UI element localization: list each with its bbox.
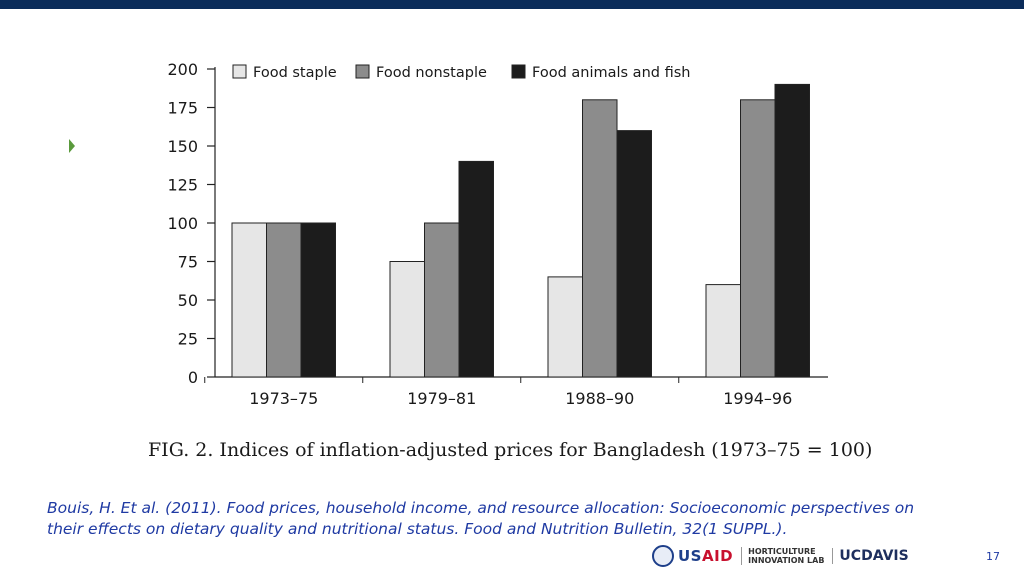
legend-label: Food staple: [253, 65, 337, 81]
y-tick-label: 100: [167, 214, 198, 233]
bar: [424, 222, 460, 378]
bar: [547, 276, 583, 378]
y-tick-label: 150: [167, 137, 198, 156]
y-tick-label: 50: [178, 291, 198, 310]
y-tick-label: 175: [167, 99, 198, 118]
x-tick-label: 1973–75: [249, 389, 318, 408]
usaid-logo: USAID: [652, 545, 733, 567]
x-tick-label: 1979–81: [407, 389, 476, 408]
legend-swatch: [355, 64, 370, 79]
page-number: 17: [986, 550, 1000, 563]
y-tick-label: 200: [167, 60, 198, 79]
figure-caption: FIG. 2. Indices of inflation-adjusted pr…: [148, 439, 873, 461]
bullet-arrow-icon: [69, 139, 75, 153]
x-tick-label: 1988–90: [565, 389, 634, 408]
legend-label: Food nonstaple: [376, 65, 487, 81]
bar: [300, 222, 336, 378]
usaid-seal-icon: [652, 545, 674, 567]
bar: [740, 99, 776, 378]
y-tick-label: 75: [178, 253, 198, 272]
y-tick-label: 0: [188, 368, 198, 387]
bar: [266, 222, 302, 378]
bar: [616, 130, 652, 378]
footer-logos: USAID HORTICULTURE INNOVATION LAB UCDAVI…: [652, 543, 909, 569]
top-banner-bar: [0, 0, 1024, 9]
legend-swatch: [511, 64, 526, 79]
citation-text: Bouis, H. Et al. (2011). Food prices, ho…: [47, 499, 915, 538]
bar: [582, 99, 618, 378]
bar: [774, 83, 810, 378]
x-tick-label: 1994–96: [723, 389, 792, 408]
usaid-wordmark: USAID: [678, 547, 734, 565]
bar: [389, 261, 425, 378]
bar: [458, 160, 494, 378]
bar: [231, 222, 267, 378]
ucdavis-logo: UCDAVIS: [832, 548, 909, 564]
y-tick-label: 25: [178, 330, 198, 349]
y-tick-label: 125: [167, 176, 198, 195]
bar: [705, 284, 741, 378]
horticulture-lab-logo: HORTICULTURE INNOVATION LAB: [741, 547, 824, 565]
legend-label: Food animals and fish: [532, 65, 690, 81]
legend-swatch: [232, 64, 247, 79]
